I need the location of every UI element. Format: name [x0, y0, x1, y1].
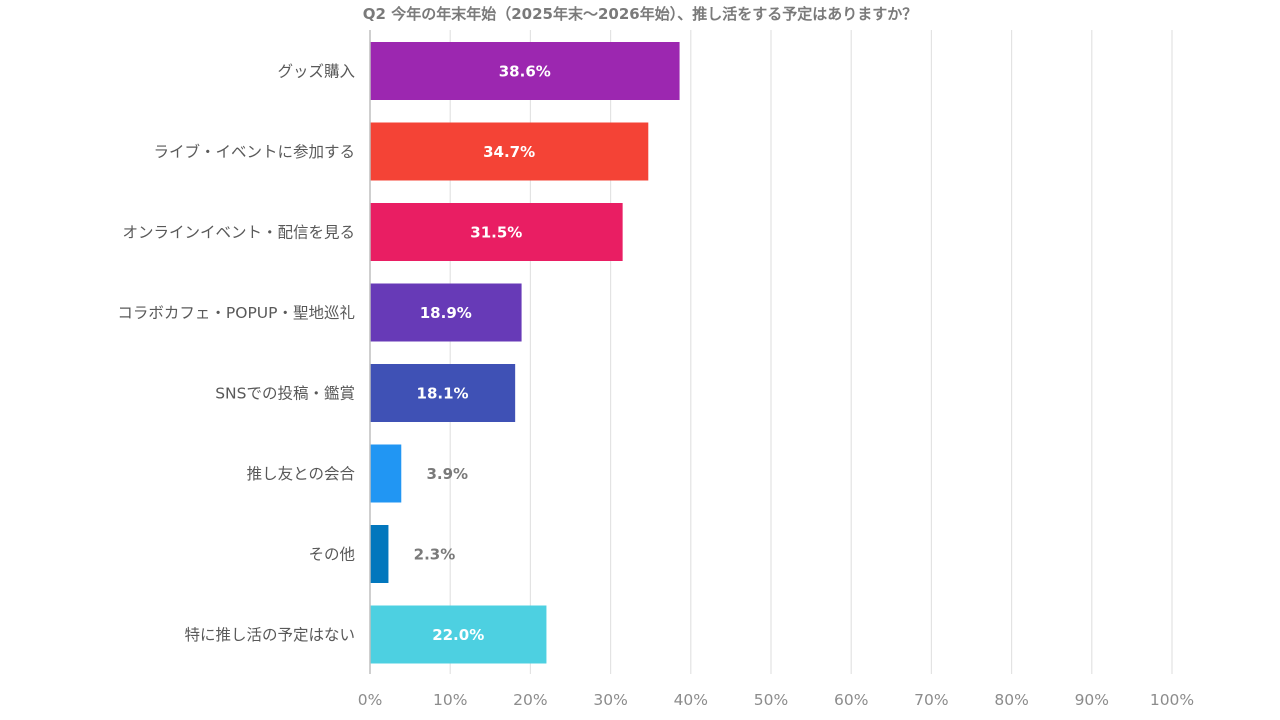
- bars: [370, 42, 680, 664]
- data-label: 38.6%: [499, 63, 551, 81]
- category-label: オンラインイベント・配信を見る: [122, 224, 355, 242]
- x-tick-label: 90%: [1075, 691, 1109, 709]
- category-label: グッズ購入: [277, 63, 355, 81]
- category-label: SNSでの投稿・鑑賞: [215, 385, 355, 403]
- data-label: 2.3%: [414, 546, 456, 564]
- bar: [370, 42, 680, 100]
- data-label: 31.5%: [470, 224, 522, 242]
- bar: [370, 122, 649, 181]
- x-tick-label: 40%: [674, 691, 708, 709]
- x-axis-ticks: 0% 10% 20% 30% 40% 50% 60% 70% 80% 90% 100%: [358, 691, 1194, 709]
- category-label: ライブ・イベントに参加する: [153, 142, 355, 161]
- bar: [370, 283, 522, 342]
- bar: [370, 444, 402, 503]
- bar: [370, 605, 547, 664]
- x-tick-label: 80%: [994, 691, 1028, 709]
- data-label: 3.9%: [426, 465, 468, 483]
- x-tick-label: 100%: [1150, 691, 1194, 709]
- category-label: その他: [308, 546, 355, 564]
- x-tick-label: 60%: [834, 691, 868, 709]
- chart-title: Q2 今年の年末年始（2025年末〜2026年始）、推し活をする予定はありますか…: [363, 5, 917, 23]
- value-labels: 38.6% 34.7% 31.5% 18.9% 18.1% 3.9% 2.3% 22.0%: [414, 63, 551, 645]
- category-label: 推し友との会合: [247, 465, 356, 483]
- x-tick-label: 50%: [754, 691, 788, 709]
- x-tick-label: 30%: [593, 691, 627, 709]
- bar: [370, 525, 389, 583]
- data-label: 34.7%: [483, 143, 535, 161]
- category-labels: グッズ購入ライブ・イベントに参加するオンラインイベント・配信を見るコラボカフェ・…: [117, 63, 355, 645]
- bar: [370, 364, 516, 422]
- data-label: 18.9%: [420, 304, 472, 322]
- x-tick-label: 0%: [358, 691, 383, 709]
- category-label: 特に推し活の予定はない: [184, 626, 355, 644]
- data-label: 18.1%: [417, 385, 469, 403]
- bar: [370, 203, 623, 261]
- x-tick-label: 70%: [914, 691, 948, 709]
- data-label: 22.0%: [432, 626, 484, 644]
- x-tick-label: 20%: [513, 691, 547, 709]
- category-label: コラボカフェ・POPUP・聖地巡礼: [117, 304, 355, 322]
- x-tick-label: 10%: [433, 691, 467, 709]
